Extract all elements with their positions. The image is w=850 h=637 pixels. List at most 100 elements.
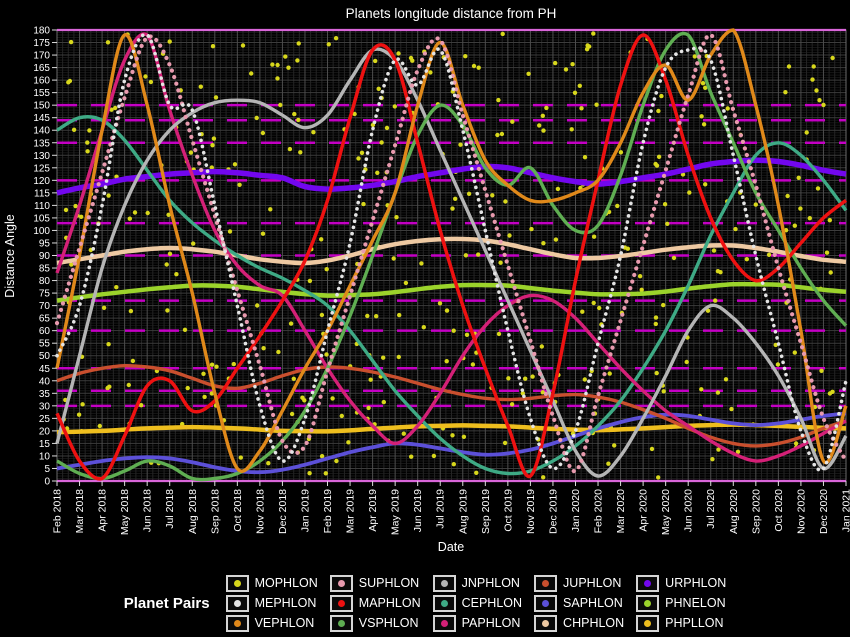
legend-dot-icon — [440, 619, 448, 627]
series-CEPHLON — [56, 115, 848, 476]
moon-dot — [710, 457, 715, 462]
moon-dot — [391, 256, 396, 261]
moon-dot — [307, 471, 312, 476]
series-SAPHLON — [56, 411, 847, 475]
moon-dot — [392, 104, 397, 109]
x-tick-label: Jun 2020 — [683, 489, 695, 532]
moon-dot — [276, 349, 281, 355]
moon-dot — [701, 122, 707, 127]
x-tick-label: Apr 2019 — [367, 489, 379, 532]
moon-dot — [166, 212, 171, 217]
moon-dot — [365, 313, 370, 319]
moon-dot — [523, 376, 528, 381]
moon-dot — [376, 86, 381, 92]
legend-marker — [329, 594, 353, 612]
series-MAPHLON — [55, 33, 848, 481]
moon-dot — [361, 201, 366, 207]
moon-dot — [401, 431, 406, 436]
legend-item-VSPHLON: VSPHLON — [329, 614, 421, 632]
moon-dot — [202, 394, 207, 400]
moon-dot — [716, 447, 721, 452]
x-tick-label: Feb 2020 — [593, 489, 605, 534]
moon-dot — [211, 136, 217, 141]
moon-dot — [711, 248, 717, 253]
y-tick-label: 35 — [39, 389, 51, 400]
moon-dot — [476, 65, 481, 70]
moon-dot — [143, 74, 148, 79]
legend-dot-icon — [337, 619, 345, 627]
y-tick-label: 180 — [33, 26, 50, 37]
moon-dot — [783, 90, 788, 95]
moon-dot — [419, 261, 424, 266]
legend-dot-icon — [542, 619, 550, 627]
moon-dot — [810, 77, 815, 82]
moon-dot — [665, 221, 670, 226]
moon-dot — [128, 308, 134, 314]
legend-item-CEPHLON: CEPHLON — [432, 594, 522, 612]
moon-dot — [653, 161, 658, 167]
moon-dot — [79, 214, 84, 219]
moon-dot — [786, 64, 792, 69]
x-tick-label: Feb 2018 — [52, 489, 64, 534]
legend-item-label: SUPHLON — [358, 576, 420, 590]
x-tick-label: Mar 2018 — [74, 489, 86, 534]
moon-dot — [495, 132, 500, 138]
legend-item-URPHLON: URPHLON — [636, 574, 726, 592]
y-tick-label: 80 — [39, 276, 51, 287]
y-tick-label: 85 — [39, 264, 51, 275]
legend-item-PHNELON: PHNELON — [636, 594, 726, 612]
moon-dot — [396, 354, 401, 360]
moon-dot — [471, 63, 477, 69]
moon-dot — [814, 88, 819, 93]
moon-dot — [723, 377, 729, 382]
moon-dot — [68, 39, 74, 45]
moon-dot — [715, 269, 721, 274]
series-SUPHLON — [54, 32, 849, 474]
moon-dot — [507, 233, 512, 238]
y-tick-label: 145 — [33, 113, 50, 124]
moon-dot — [792, 350, 797, 355]
moon-dot — [615, 203, 620, 209]
moon-dot — [830, 55, 835, 61]
y-tick-label: 0 — [44, 477, 50, 488]
moon-dot — [461, 434, 467, 439]
moon-dot — [692, 54, 697, 59]
moon-dot — [240, 43, 246, 48]
moon-dot — [553, 237, 559, 242]
moon-dot — [553, 60, 558, 66]
moon-dot — [237, 182, 242, 187]
moon-dot — [268, 207, 273, 212]
moon-dot — [288, 321, 294, 326]
legend-dot-icon — [233, 619, 241, 627]
moon-dot — [130, 358, 136, 364]
moon-dot — [699, 387, 704, 392]
y-tick-label: 45 — [39, 364, 51, 375]
legend-marker — [534, 614, 558, 632]
moon-dot — [428, 70, 433, 75]
legend-marker — [636, 594, 660, 612]
moon-dot — [283, 54, 288, 59]
y-tick-label: 30 — [39, 401, 51, 412]
moon-dot — [529, 226, 534, 232]
moon-dot — [540, 113, 545, 119]
moon-dot — [555, 186, 561, 192]
x-tick-label: Apr 2018 — [97, 489, 109, 532]
moon-dot — [132, 210, 138, 215]
x-tick-label: Jul 2019 — [435, 489, 447, 529]
series-JUPHLON — [56, 363, 847, 448]
moon-dot — [671, 255, 677, 261]
moon-dot — [370, 122, 376, 128]
x-axis-title: Date — [438, 540, 464, 554]
moon-dot — [700, 81, 706, 86]
moon-dot — [451, 462, 456, 467]
legend-column: URPHLON PHNELON PHPLLON — [636, 574, 726, 632]
moon-dot — [63, 207, 69, 213]
moon-dot — [105, 385, 110, 391]
moon-dot — [744, 257, 749, 262]
plot-content: 0510152025303540455055606570758085909510… — [33, 26, 850, 536]
moon-dot — [649, 446, 655, 452]
moon-dot — [466, 191, 472, 196]
moon-dot — [453, 196, 458, 201]
moon-dot — [191, 241, 196, 246]
